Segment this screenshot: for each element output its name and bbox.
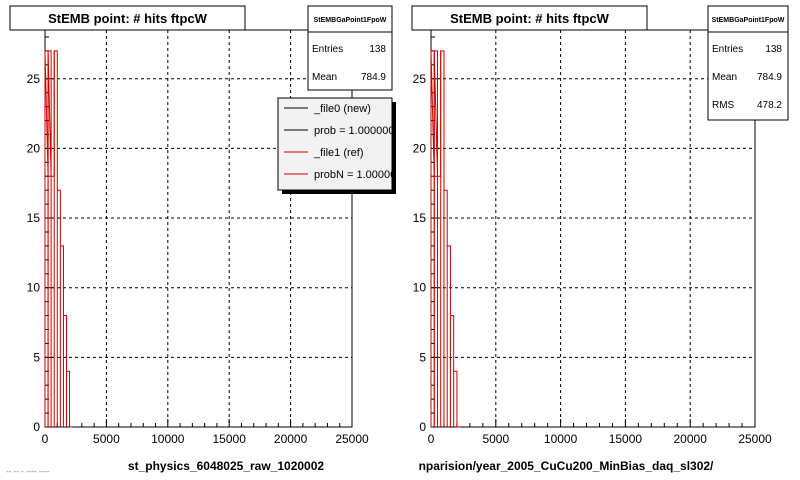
legend-label: prob = 1.000000	[314, 125, 394, 137]
plot-frame	[44, 29, 353, 428]
plot-frame	[430, 29, 756, 428]
x-tick-label: 25000	[738, 432, 772, 446]
chart-panel-1: 0 5000 10000 15000 20000 25000 0 5 10 15 20 25 StEMB…	[9, 5, 402, 473]
chart-panel-2: 0 5000 10000 15000 20000 25000 0 5 10 15 20 25 StEMB…	[411, 5, 789, 473]
y-tick-label: 10	[413, 281, 427, 295]
legend-entries: _file0 (new) prob = 1.000000 _file1 (ref) p…	[284, 103, 402, 181]
legend-label: _file0 (new)	[313, 103, 371, 115]
y-tick-label: 20	[27, 141, 41, 155]
stats-value: 478.2	[757, 100, 782, 111]
x-tick-label: 5000	[482, 432, 509, 446]
stats-box	[707, 5, 789, 121]
stats-value: 138	[765, 44, 782, 55]
x-tick-label: 0	[428, 432, 435, 446]
stats-value: 138	[369, 44, 386, 55]
y-tick-label: 25	[27, 72, 41, 86]
stats-label: RMS	[712, 100, 735, 111]
y-tick-label: 0	[419, 420, 426, 434]
stats-value: 784.9	[361, 72, 386, 83]
y-tick-label: 15	[27, 211, 41, 225]
y-tick-label: 5	[33, 350, 40, 364]
stats-header: StEMBGaPoint1FpoW	[314, 17, 387, 24]
x-axis-label: nparision/year_2005_CuCu200_MinBias_daq_…	[419, 459, 714, 473]
y-tick-label: 20	[413, 141, 427, 155]
legend-label: probN = 1.000000	[314, 169, 402, 181]
stats-label: Mean	[712, 72, 737, 83]
x-tick-label: 10000	[544, 432, 578, 446]
title-box	[9, 5, 246, 31]
footer-text: -- -- - ---- ----	[6, 467, 50, 476]
x-axis-label: st_physics_6048025_raw_1020002	[128, 459, 324, 473]
y-tick-label: 5	[419, 350, 426, 364]
chart-title: StEMB point: # hits ftpcW	[450, 11, 610, 26]
stats-value: 784.9	[757, 72, 782, 83]
title-box	[411, 5, 648, 31]
stats-header: StEMBGaPoint1FpoW	[712, 17, 785, 24]
y-tick-label: 10	[27, 281, 41, 295]
stats-label: Entries	[312, 44, 343, 55]
y-tick-label: 15	[413, 211, 427, 225]
chart-title: StEMB point: # hits ftpcW	[48, 11, 208, 26]
stats-label: Mean	[312, 72, 337, 83]
x-tick-label: 5000	[93, 432, 120, 446]
stats-box	[307, 5, 393, 91]
x-tick-label: 15000	[609, 432, 643, 446]
x-tick-label: 10000	[151, 432, 185, 446]
histogram-series-1	[44, 50, 73, 428]
x-tick-label: 20000	[674, 432, 708, 446]
x-tick-label: 25000	[335, 432, 369, 446]
legend-label: _file1 (ref)	[313, 147, 364, 159]
x-tick-label: 20000	[274, 432, 308, 446]
stats-label: Entries	[712, 44, 743, 55]
y-tick-label: 0	[33, 420, 40, 434]
legend-box	[277, 97, 393, 191]
y-tick-label: 25	[413, 72, 427, 86]
histogram-series-1	[430, 50, 461, 428]
x-tick-label: 15000	[213, 432, 247, 446]
x-tick-label: 0	[42, 432, 49, 446]
